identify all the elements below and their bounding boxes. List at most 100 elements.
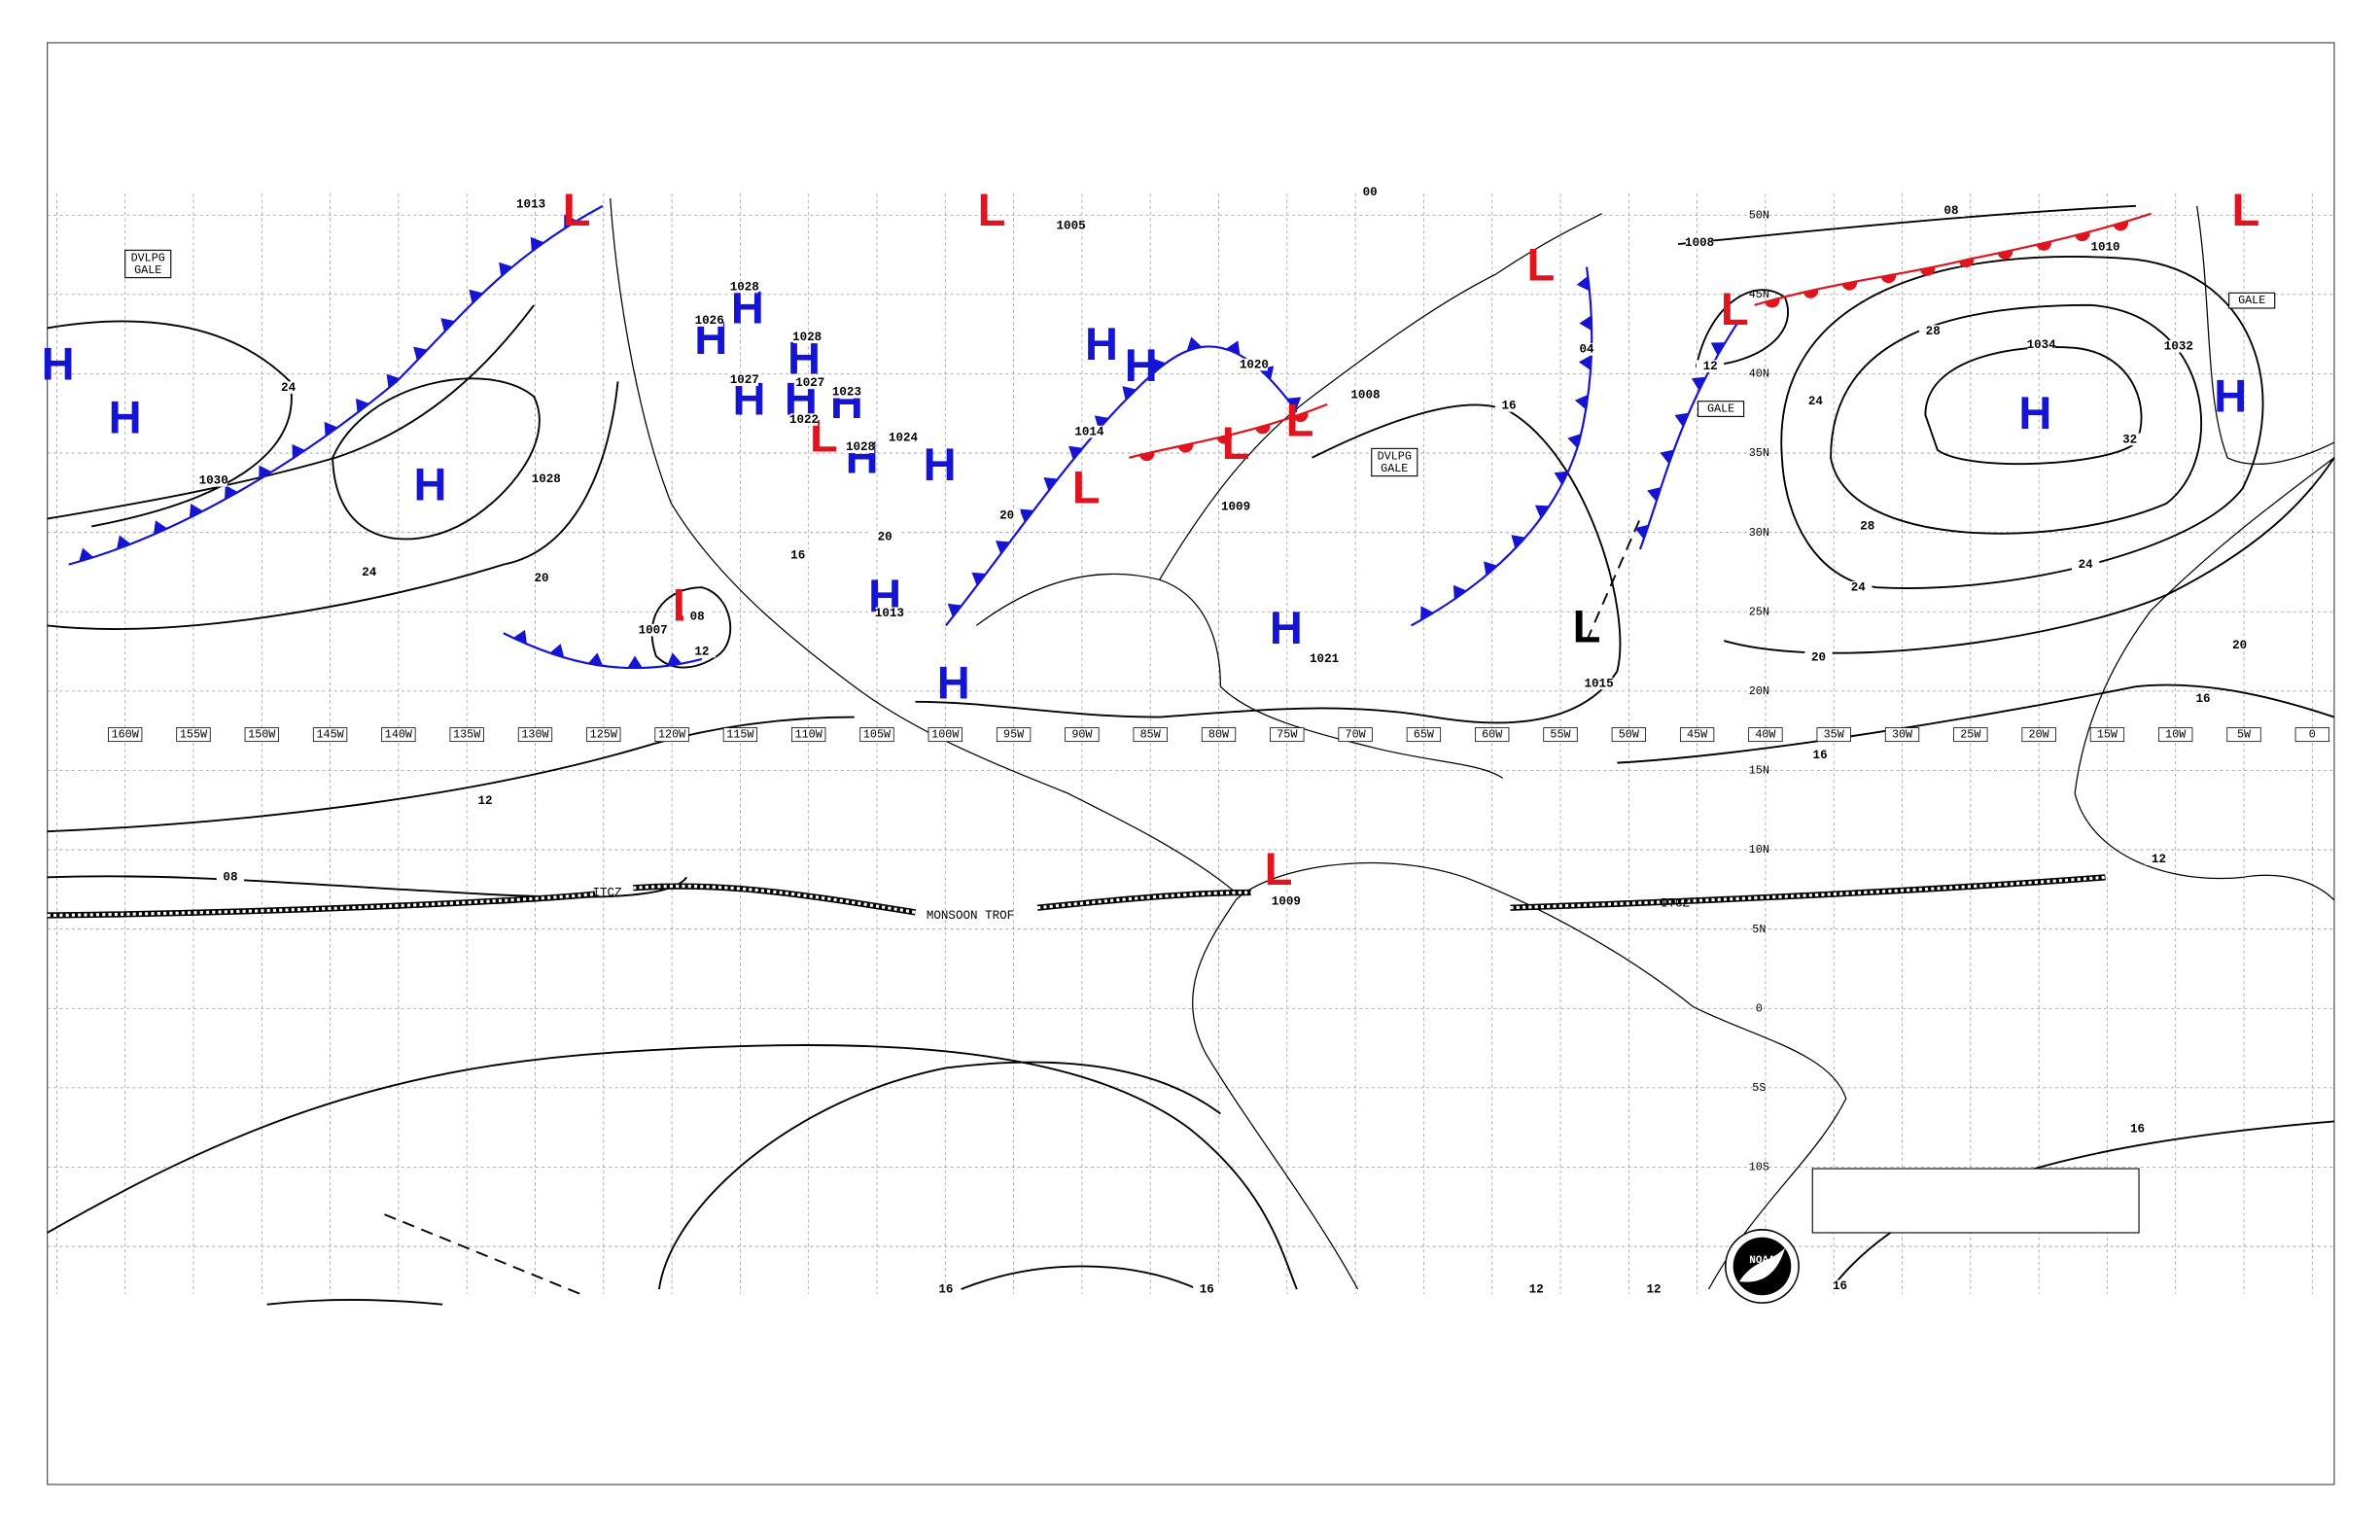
- front-triangle: [1574, 394, 1589, 410]
- triangle: [666, 652, 682, 667]
- isobar: [47, 320, 293, 528]
- pressure-label: 1026: [695, 314, 724, 328]
- gale-label: GALE: [1707, 402, 1734, 416]
- lat-label: 50N: [1749, 208, 1769, 222]
- pressure-label: 1034: [2027, 338, 2057, 352]
- pressure-center: H: [2214, 370, 2247, 422]
- label-bg: [1805, 749, 1835, 762]
- label-bg: [871, 531, 899, 543]
- front-triangle: [116, 535, 131, 550]
- semicircle: [1138, 451, 1155, 462]
- semicircle: [1765, 298, 1780, 308]
- triangle: [1484, 561, 1498, 577]
- triangle: [1660, 449, 1674, 465]
- logo-bird: [1738, 1247, 1785, 1282]
- triangle: [413, 346, 428, 361]
- front-triangle: [530, 236, 544, 252]
- lat-label: 5S: [1752, 1081, 1766, 1095]
- pressure-label: 08: [1944, 204, 1959, 218]
- gale-label: GALE: [134, 263, 161, 277]
- label-bg: [2027, 338, 2055, 351]
- triangle: [1152, 358, 1167, 373]
- pressure-label: 24: [362, 566, 377, 579]
- lat-label: 10S: [1749, 1161, 1769, 1174]
- gale-box: [2228, 292, 2276, 309]
- lon-label-box: [1953, 727, 1988, 743]
- triangle: [356, 398, 369, 413]
- label-bg: [355, 566, 383, 578]
- label-bg: [695, 314, 723, 327]
- feature-label: ITCZ: [1661, 896, 1691, 910]
- semicircle: [1293, 411, 1309, 423]
- coastline: [1159, 213, 1602, 580]
- triangle: [1567, 434, 1582, 449]
- pressure-label: 1021: [1310, 652, 1339, 666]
- front-triangle: [1484, 561, 1498, 577]
- label-bg: [2164, 339, 2192, 353]
- label-bg: [793, 331, 822, 344]
- pressure-center: H: [1085, 318, 1118, 369]
- label-bg: [1696, 360, 1725, 372]
- pressure-label: 1008: [1350, 389, 1380, 402]
- lon-label: 15W: [2097, 728, 2118, 742]
- front-triangle: [1647, 487, 1662, 502]
- lon-label: 35W: [1824, 728, 1845, 742]
- pressure-center: L: [1573, 601, 1601, 652]
- front-triangle: [1152, 358, 1167, 373]
- pressure-label: 16: [2130, 1123, 2145, 1137]
- triangle: [469, 289, 483, 304]
- lon-label: 90W: [1071, 728, 1093, 742]
- lon-label-box: [1406, 727, 1442, 743]
- isobar: [47, 381, 619, 630]
- pressure-label: 16: [2195, 692, 2210, 706]
- label-bg: [2188, 692, 2218, 705]
- lat-label: 45N: [1749, 288, 1769, 301]
- pressure-label: 20: [2232, 639, 2247, 652]
- pressure-center: H: [109, 392, 142, 443]
- front-triangle: [440, 318, 455, 332]
- front-triangle: [512, 629, 528, 645]
- lon-label: 110W: [795, 728, 823, 742]
- triangle: [995, 541, 1010, 554]
- pressure-label: 16: [1833, 1279, 1847, 1293]
- semicircle: [1958, 258, 1975, 268]
- coastlines: [610, 197, 2335, 1290]
- front-triangle: [469, 289, 483, 304]
- triangle: [1122, 386, 1137, 401]
- label-bg: [2123, 1122, 2152, 1136]
- lon-label: 150W: [248, 728, 276, 742]
- gale-box: [1371, 447, 1418, 477]
- isobar: [657, 1061, 1221, 1290]
- lon-label-box: [586, 727, 621, 743]
- label-bg: [796, 376, 824, 390]
- triangle: [324, 421, 338, 437]
- front-semicircle: [1216, 434, 1233, 444]
- label-bg: [846, 440, 875, 454]
- triangle: [1286, 397, 1302, 411]
- isobar: [47, 304, 535, 520]
- front-semicircle: [1138, 451, 1155, 462]
- front-triangle: [1691, 376, 1706, 391]
- triangle: [116, 535, 131, 550]
- triangle: [1554, 471, 1569, 485]
- triangle: [1420, 606, 1434, 621]
- label-bg: [1310, 652, 1339, 666]
- lon-label-box: [722, 727, 758, 743]
- triangle: [1019, 508, 1034, 523]
- pressure-label: 12: [1529, 1282, 1544, 1296]
- lon-label: 135W: [453, 728, 481, 742]
- triangle: [587, 652, 604, 667]
- isobar: [1723, 457, 2335, 654]
- triangle: [512, 629, 528, 645]
- front-semicircle: [1997, 250, 2013, 260]
- triangle: [530, 236, 544, 252]
- front-triangle: [1511, 535, 1525, 549]
- pressure-label: 24: [1808, 395, 1824, 408]
- pressure-label: 1009: [1221, 500, 1250, 513]
- pressure-center: H: [924, 438, 957, 490]
- label-bg: [1193, 1282, 1221, 1296]
- front-semicircle: [2075, 231, 2090, 242]
- front-triangle: [1579, 315, 1592, 332]
- lon-label: 120W: [658, 728, 686, 742]
